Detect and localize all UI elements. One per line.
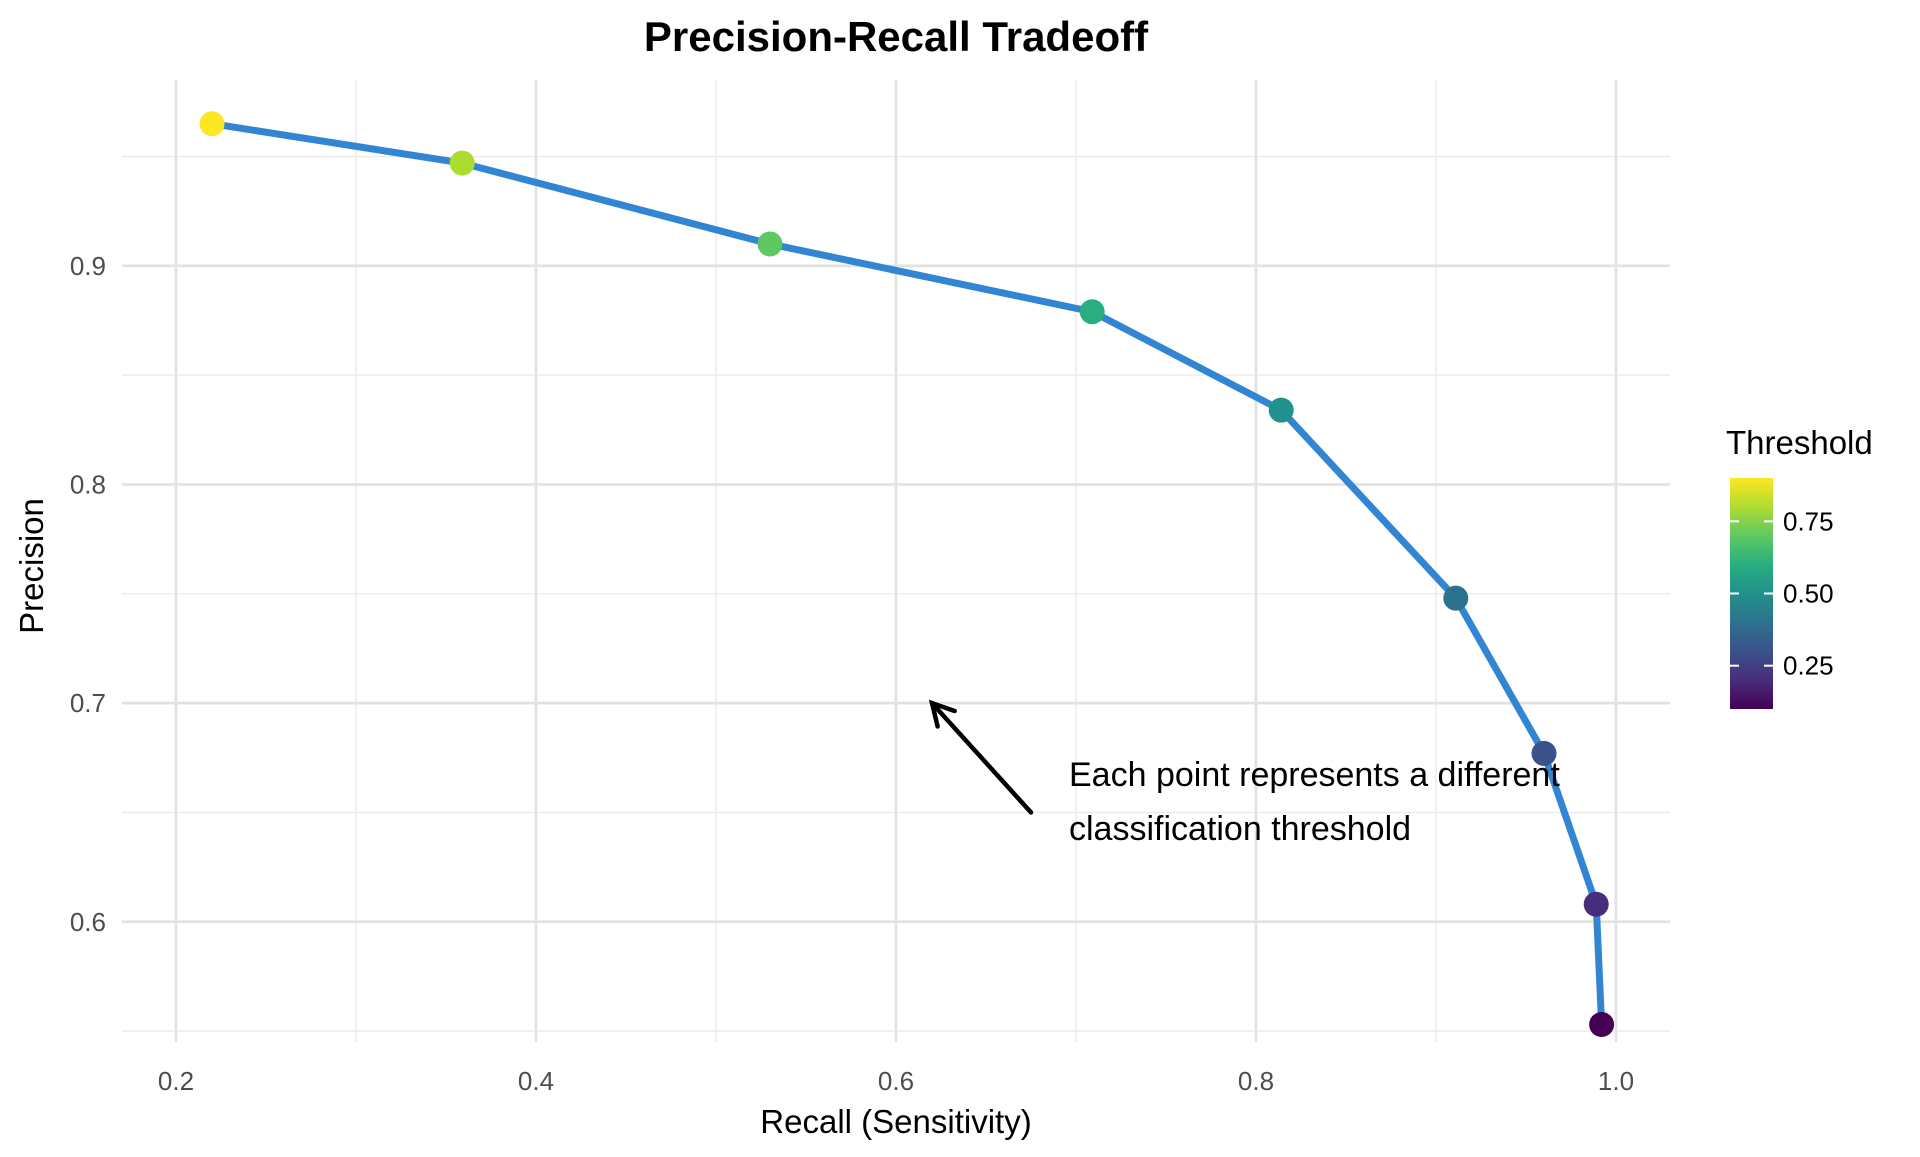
- threshold-point: [1443, 585, 1469, 611]
- threshold-point: [1589, 1012, 1615, 1038]
- annotation: Each point represents a different classi…: [928, 699, 1560, 848]
- x-tick-label: 0.8: [1238, 1066, 1274, 1096]
- threshold-point: [1079, 299, 1105, 325]
- x-tick-label: 0.4: [518, 1066, 554, 1096]
- y-tick-label: 0.7: [70, 688, 106, 718]
- annotation-line-1: Each point represents a different: [1069, 756, 1560, 794]
- y-tick-label: 0.9: [70, 251, 106, 281]
- x-tick-label: 0.6: [878, 1066, 914, 1096]
- y-axis-ticks: 0.6 0.7 0.8 0.9: [70, 251, 106, 937]
- threshold-point: [757, 231, 783, 257]
- x-axis-title: Recall (Sensitivity): [760, 1103, 1031, 1140]
- threshold-point: [1531, 740, 1557, 766]
- legend-tick-label: 0.50: [1783, 579, 1834, 609]
- threshold-point: [1583, 891, 1609, 917]
- y-tick-label: 0.6: [70, 907, 106, 937]
- major-gridlines: [122, 80, 1670, 1042]
- legend-tick-label: 0.75: [1783, 506, 1834, 536]
- threshold-point: [1268, 397, 1294, 423]
- pr-curve-line: [208, 120, 1606, 1029]
- y-axis-title: Precision: [13, 498, 50, 634]
- annotation-line-2: classification threshold: [1069, 810, 1411, 848]
- x-tick-label: 1.0: [1598, 1066, 1634, 1096]
- legend-tick-label: 0.25: [1783, 651, 1834, 681]
- pr-series: [199, 111, 1615, 1038]
- chart-title: Precision-Recall Tradeoff: [644, 13, 1149, 60]
- annotation-arrow-shaft: [929, 700, 1034, 815]
- legend-title: Threshold: [1726, 424, 1873, 461]
- legend-ticks: 0.25 0.50 0.75: [1730, 506, 1834, 681]
- threshold-point: [449, 150, 475, 176]
- y-tick-label: 0.8: [70, 469, 106, 499]
- x-axis-ticks: 0.2 0.4 0.6 0.8 1.0: [158, 1066, 1634, 1096]
- threshold-point: [199, 111, 225, 137]
- annotation-arrow-head: [928, 699, 957, 729]
- threshold-legend: Threshold 0.25 0.50 0.75: [1726, 424, 1873, 709]
- x-tick-label: 0.2: [158, 1066, 194, 1096]
